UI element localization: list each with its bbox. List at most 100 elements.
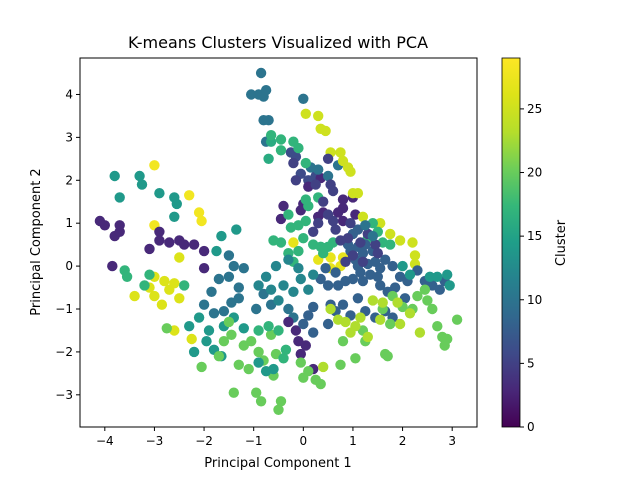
data-point (318, 361, 329, 373)
data-point (134, 170, 145, 182)
data-point (265, 284, 277, 295)
x-tick-label: −2 (195, 434, 213, 448)
data-point (238, 263, 249, 274)
data-point (442, 333, 453, 345)
x-tick-label: 2 (399, 434, 407, 448)
data-point (253, 280, 264, 291)
data-point (99, 220, 111, 231)
data-point (275, 237, 287, 248)
data-point (303, 284, 314, 295)
data-point (434, 284, 445, 295)
data-point (233, 293, 244, 304)
data-point (397, 260, 408, 272)
data-point (174, 293, 185, 304)
data-point (355, 267, 366, 278)
y-tick-label: 4 (65, 87, 73, 101)
data-point (283, 316, 294, 328)
data-point (211, 245, 222, 257)
data-point (337, 299, 349, 310)
data-point (367, 295, 378, 306)
data-point (444, 280, 455, 291)
colorbar-tick-label: 20 (527, 166, 542, 180)
data-point (345, 327, 356, 338)
data-point (322, 318, 334, 330)
data-point (335, 147, 346, 158)
data-point (308, 269, 319, 280)
data-point (228, 387, 239, 398)
data-point (293, 245, 304, 257)
data-point (332, 207, 344, 218)
data-point (233, 359, 244, 370)
data-point (318, 196, 329, 207)
data-point (260, 271, 272, 282)
data-point (295, 273, 306, 285)
data-point (290, 325, 302, 336)
data-point (300, 157, 311, 169)
data-point (206, 286, 217, 297)
data-point (275, 134, 287, 145)
data-point (385, 239, 396, 250)
chart-title: K-means Clusters Visualized with PCA (128, 33, 428, 52)
data-point (246, 336, 257, 347)
colorbar-tick-label: 10 (527, 293, 542, 307)
data-point (154, 188, 165, 199)
data-point (394, 235, 406, 246)
data-point (298, 233, 309, 244)
data-point (337, 336, 349, 347)
data-point (424, 271, 436, 282)
data-point (283, 254, 294, 265)
data-point (201, 336, 212, 347)
data-point (394, 318, 406, 330)
data-point (198, 299, 210, 310)
data-point (198, 263, 210, 274)
data-point (161, 323, 172, 334)
data-point (278, 280, 289, 291)
data-point (208, 308, 220, 319)
data-point (186, 333, 197, 345)
data-point (347, 273, 359, 285)
data-point (198, 245, 210, 257)
data-point (340, 256, 351, 267)
y-tick-label: 0 (65, 259, 73, 273)
data-point (300, 194, 311, 205)
data-point (263, 321, 274, 332)
data-point (121, 271, 133, 282)
data-point (308, 301, 319, 313)
data-point (313, 110, 324, 122)
data-point (283, 209, 294, 220)
data-point (375, 263, 386, 274)
colorbar-tick-label: 25 (527, 102, 542, 116)
data-point (357, 248, 369, 259)
data-point (362, 331, 373, 343)
data-point (382, 351, 393, 362)
data-point (243, 363, 254, 375)
data-point (149, 160, 160, 171)
data-point (253, 357, 264, 368)
data-point (114, 192, 125, 203)
data-point (164, 237, 175, 248)
data-point (345, 166, 356, 177)
data-point (156, 299, 168, 310)
data-point (407, 237, 418, 248)
data-point (273, 404, 284, 415)
data-point (218, 336, 230, 347)
data-point (288, 237, 299, 248)
plot-frame (79, 57, 478, 428)
data-point (273, 325, 284, 336)
data-point (327, 215, 339, 227)
data-point (273, 295, 284, 306)
data-point (265, 130, 277, 141)
data-point (193, 207, 205, 218)
data-point (315, 378, 326, 390)
data-point (404, 269, 416, 280)
data-point (380, 254, 391, 265)
data-point (179, 280, 190, 291)
data-point (375, 314, 386, 325)
data-point (357, 275, 369, 287)
data-point (203, 325, 215, 336)
colorbar (501, 57, 521, 428)
data-point (228, 260, 239, 272)
data-point (298, 318, 309, 330)
data-point (253, 325, 264, 336)
data-point (283, 303, 294, 315)
